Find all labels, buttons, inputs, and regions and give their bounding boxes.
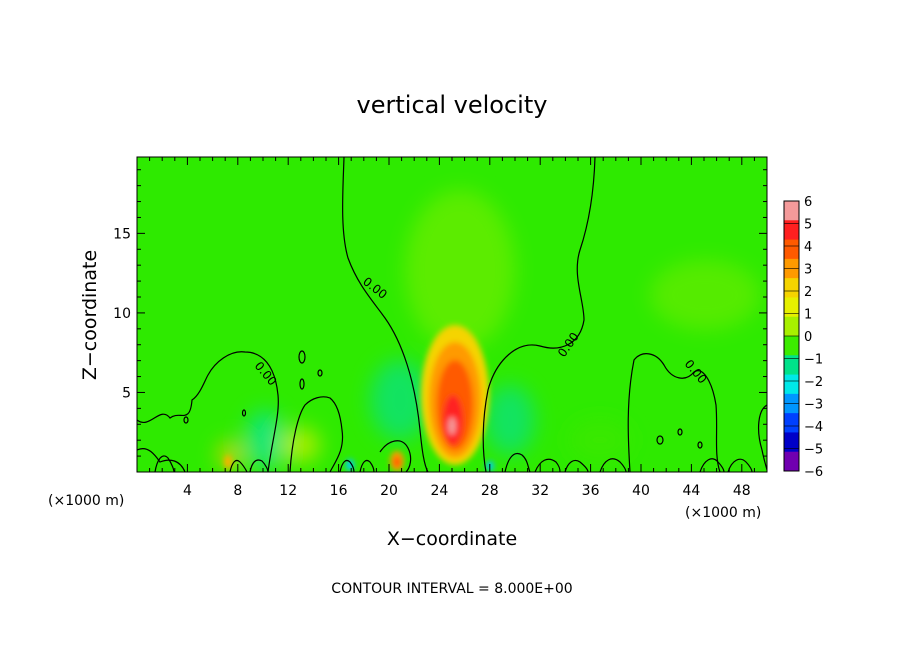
colorbar-label: 3 [804, 263, 812, 278]
colorbar-label: 0 [804, 330, 812, 345]
contour-interval-note: CONTOUR INTERVAL = 8.000E+00 [331, 581, 572, 597]
colorbar-label: −5 [804, 443, 823, 458]
x-axis-ticks: 4 8 12 16 20 24 28 32 36 40 44 48 [149, 157, 755, 499]
colorbar-segment [784, 355, 799, 376]
y-tick-label: 10 [113, 306, 131, 322]
colorbar-label: −3 [804, 398, 823, 413]
x-tick-label: 16 [330, 483, 348, 499]
colorbar-label: 2 [804, 285, 812, 300]
x-tick-label: 12 [279, 483, 297, 499]
colorbar-segment [784, 220, 799, 241]
colorbar-segment [784, 336, 799, 356]
colorbar-label: 4 [804, 240, 812, 255]
colorbar-label: 5 [804, 218, 812, 233]
x-unit-right: (×1000 m) [685, 505, 761, 521]
chart-title: vertical velocity [357, 91, 548, 119]
x-tick-label: 20 [380, 483, 398, 499]
colorbar-label: −1 [804, 353, 823, 368]
x-tick-label: 32 [531, 483, 549, 499]
x-tick-label: 24 [430, 483, 448, 499]
y-axis-ticks: 5 10 15 [113, 169, 767, 457]
colorbar-label: −2 [804, 375, 823, 390]
x-tick-label: 8 [233, 483, 242, 499]
colorbar-segment [784, 451, 799, 472]
x-unit-left: (×1000 m) [48, 493, 124, 509]
colorbar: 6 5 4 3 2 1 0 −1 −2 −3 −4 −5 −6 [783, 195, 823, 480]
colorbar-segment [784, 374, 799, 395]
colorbar-segment [784, 316, 799, 337]
colorbar-segment [784, 413, 799, 433]
colorbar-label: −4 [804, 420, 823, 435]
x-tick-label: 36 [582, 483, 600, 499]
colorbar-label: 6 [804, 195, 812, 210]
y-tick-label: 5 [122, 385, 131, 401]
x-axis-label: X−coordinate [387, 528, 517, 550]
field-shading [218, 190, 760, 470]
colorbar-segment [784, 239, 799, 260]
x-tick-label: 44 [682, 483, 700, 499]
colorbar-segment [784, 201, 799, 221]
x-tick-label: 48 [733, 483, 751, 499]
x-tick-label: 4 [183, 483, 192, 499]
y-axis-label: Z−coordinate [79, 250, 101, 380]
y-tick-label: 15 [113, 226, 131, 242]
colorbar-label: 1 [804, 308, 812, 323]
updraft-core [224, 325, 494, 471]
colorbar-segment [784, 432, 799, 453]
zero-contours [137, 157, 767, 472]
plot-area: 0.00 0.00 0.00 0.00 [137, 157, 767, 472]
colorbar-segment [784, 297, 799, 318]
x-tick-label: 40 [632, 483, 650, 499]
colorbar-label: −6 [804, 465, 823, 480]
colorbar-segment [784, 278, 799, 298]
x-tick-label: 28 [481, 483, 499, 499]
